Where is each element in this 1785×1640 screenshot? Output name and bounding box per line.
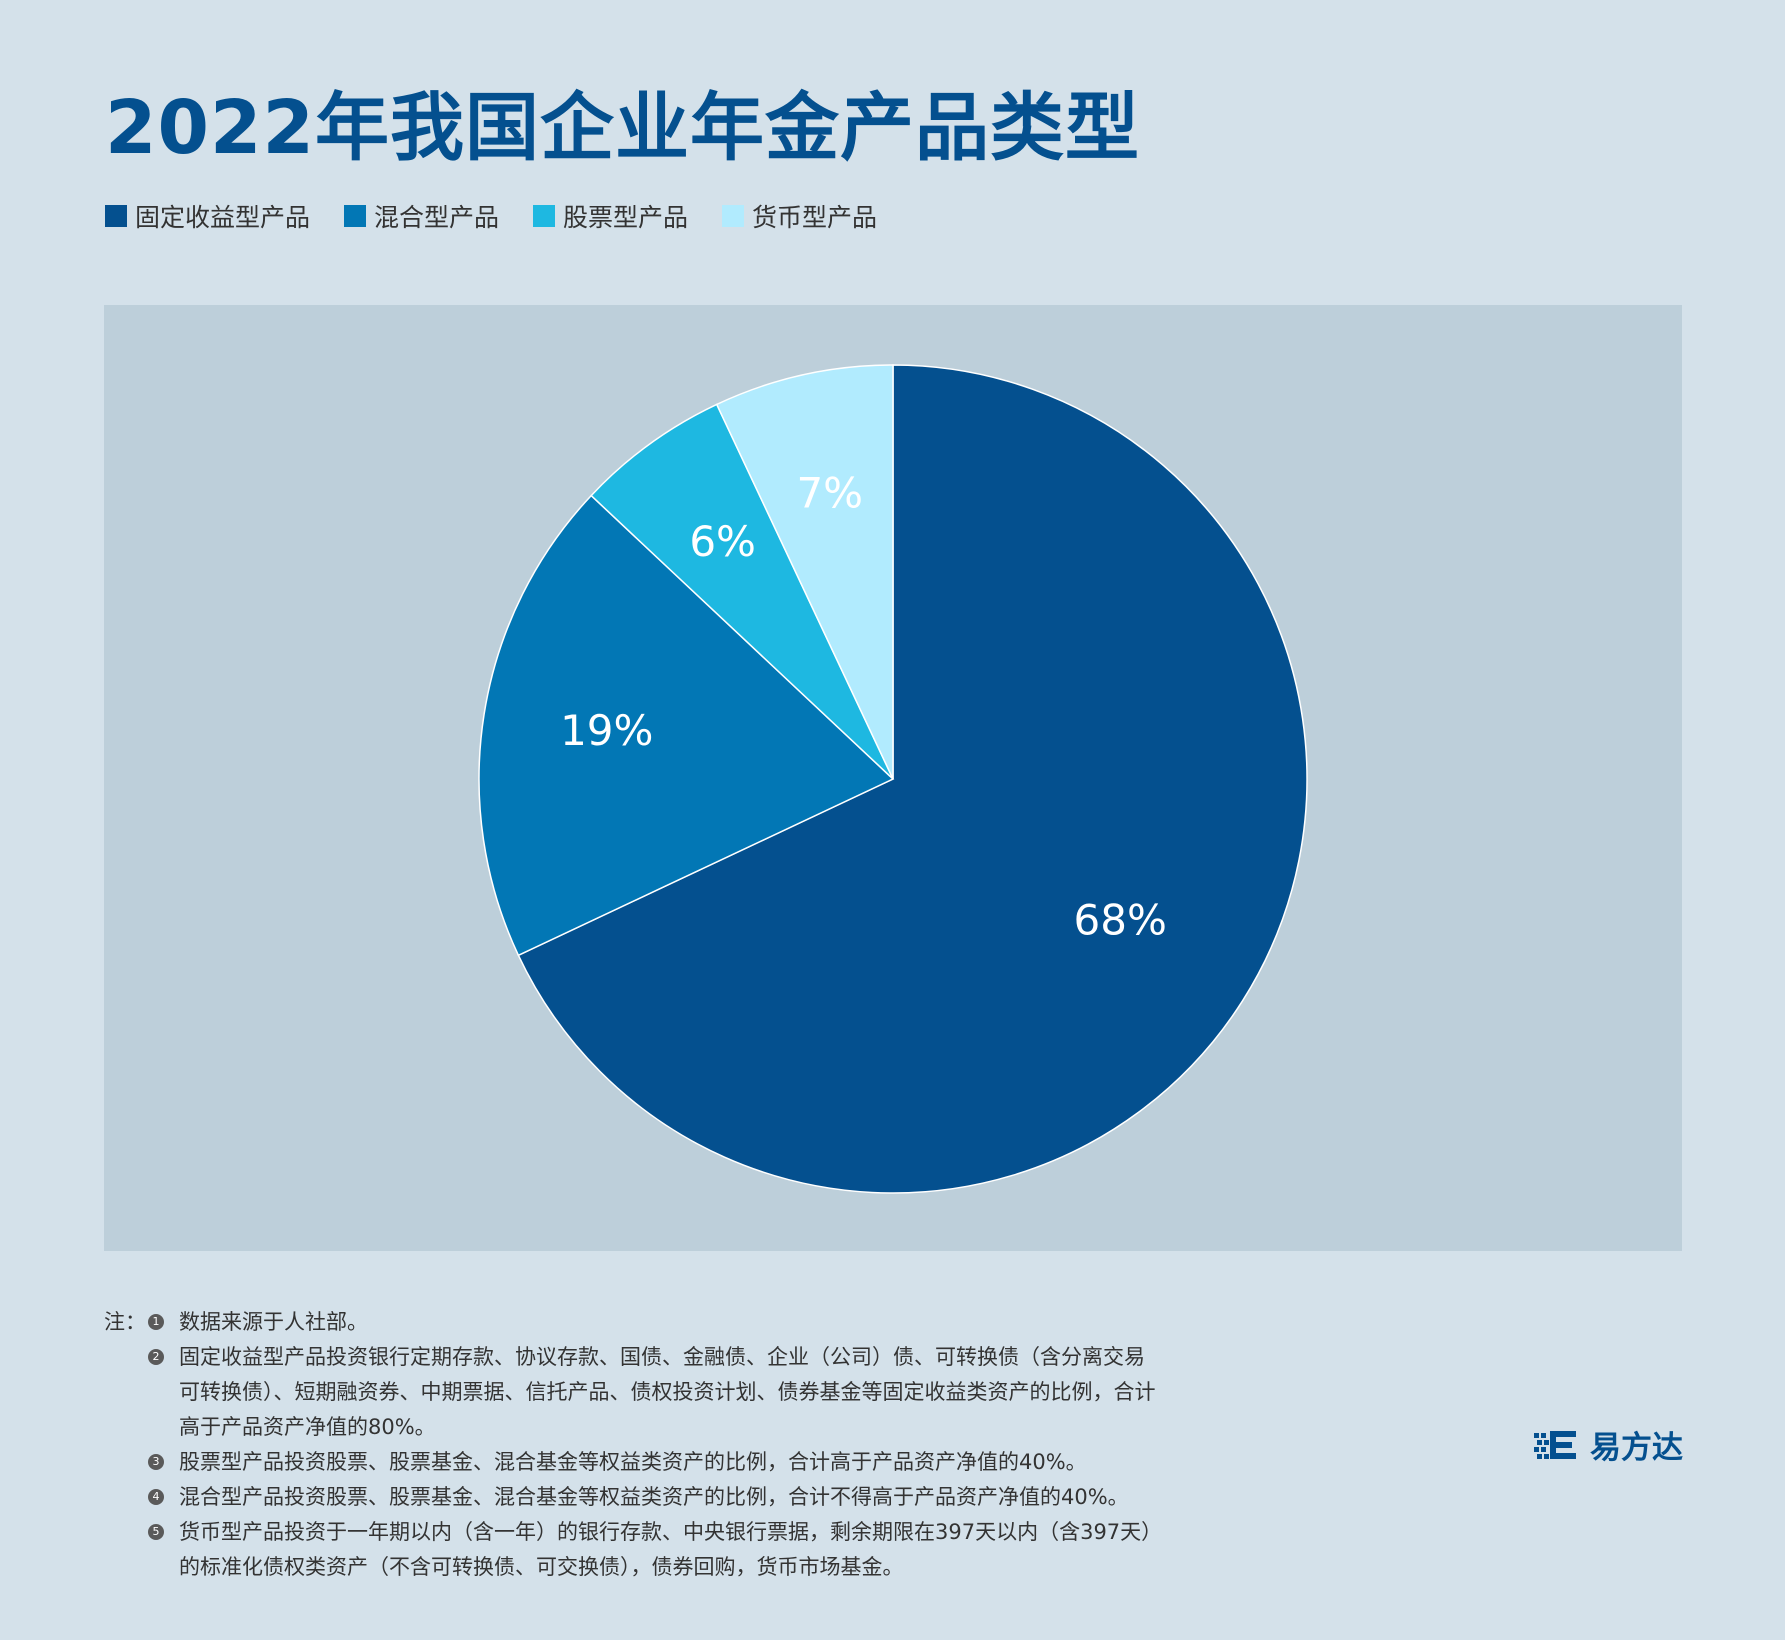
note-item: 5 货币型产品投资于一年期以内（含一年）的银行存款、中央银行票据，剩余期限在397… — [104, 1515, 1159, 1585]
legend-item: 固定收益型产品 — [105, 198, 310, 234]
pie-data-label: 6% — [689, 517, 756, 566]
note-text: 数据来源于人社部。 — [179, 1310, 368, 1334]
note-text: 股票型产品投资股票、股票基金、混合基金等权益类资产的比例，合计高于产品资产净值的… — [179, 1450, 1087, 1474]
legend-swatch — [105, 205, 127, 227]
legend-swatch — [722, 205, 745, 227]
legend-item: 货币型产品 — [722, 198, 877, 234]
chart-title: 2022年我国企业年金产品类型 — [105, 85, 1140, 171]
chart-panel: 68% 19% 6% 7% — [104, 305, 1682, 1251]
notes: 注： 1 数据来源于人社部。 2 固定收益型产品投资银行定期存款、协议存款、国债、金融债… — [104, 1305, 1159, 1585]
legend-swatch — [344, 205, 367, 227]
note-prefix: 注： — [104, 1310, 146, 1334]
note-number-badge: 1 — [148, 1314, 164, 1330]
pie-slice-2 — [478, 494, 895, 957]
note-item: 注： 1 数据来源于人社部。 — [104, 1305, 1159, 1340]
legend-label: 混合型产品 — [374, 203, 500, 232]
note-number-badge: 4 — [148, 1489, 164, 1505]
legend-label: 货币型产品 — [752, 203, 878, 232]
legend-item: 股票型产品 — [533, 198, 688, 234]
pie-slice-1 — [517, 364, 1308, 1194]
pie-data-label: 7% — [796, 469, 863, 518]
chart-legend: 固定收益型产品 混合型产品 股票型产品 货币型产品 — [105, 198, 911, 234]
note-number-badge: 3 — [148, 1454, 164, 1470]
legend-item: 混合型产品 — [344, 198, 499, 234]
pie-data-label: 68% — [1074, 896, 1167, 945]
note-item: 2 固定收益型产品投资银行定期存款、协议存款、国债、金融债、企业（公司）债、可转换… — [104, 1340, 1159, 1445]
e-logo-icon — [1534, 1430, 1576, 1459]
note-text: 货币型产品投资于一年期以内（含一年）的银行存款、中央银行票据，剩余期限在397天… — [179, 1520, 1152, 1579]
pie-slice-3 — [590, 403, 894, 780]
note-item: 3 股票型产品投资股票、股票基金、混合基金等权益类资产的比例，合计高于产品资产净值… — [104, 1445, 1159, 1480]
note-item: 4 混合型产品投资股票、股票基金、混合基金等权益类资产的比例，合计不得高于产品资产… — [104, 1480, 1159, 1515]
note-text: 混合型产品投资股票、股票基金、混合基金等权益类资产的比例，合计不得高于产品资产净… — [179, 1485, 1129, 1509]
note-number-badge: 5 — [148, 1524, 164, 1540]
legend-label: 股票型产品 — [563, 203, 689, 232]
note-text: 固定收益型产品投资银行定期存款、协议存款、国债、金融债、企业（公司）债、可转换债… — [179, 1345, 1156, 1439]
pie-chart: 68% 19% 6% 7% — [478, 364, 1308, 1194]
pie-data-label: 19% — [560, 706, 653, 755]
legend-label: 固定收益型产品 — [135, 203, 311, 232]
note-number-badge: 2 — [148, 1349, 164, 1365]
brand-logo: 易方达 — [1534, 1422, 1683, 1467]
legend-swatch — [533, 205, 556, 227]
pie-slice-4 — [715, 364, 894, 780]
logo-text: 易方达 — [1590, 1430, 1683, 1466]
